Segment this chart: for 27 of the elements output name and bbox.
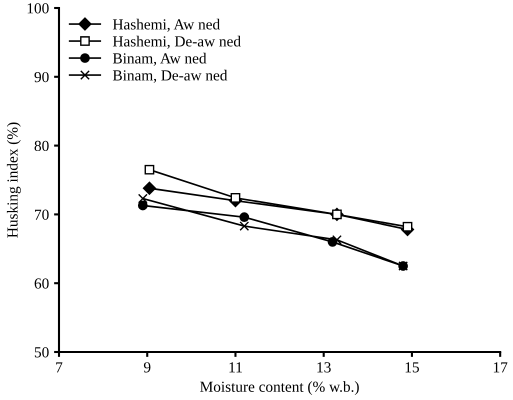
legend-label: Hashemi, Aw ned [112,18,220,32]
y-tick-label: 80 [34,140,49,152]
point [239,221,250,231]
legend-label: Binam, De-aw ned [112,70,228,83]
x-tick-label: 9 [144,362,150,372]
y-tick-label: 60 [34,278,49,289]
x-tick-label: 7 [56,362,62,372]
point [144,164,154,175]
legend-label: Hashemi, De-aw ned [112,36,241,49]
y-axis-title: Husking index (%) [6,122,21,238]
x-tick-label: 15 [406,362,419,372]
point [230,193,240,203]
x-axis-title: Moisture content (% w.b.) [200,381,359,395]
point [239,212,250,222]
point [402,222,412,232]
point [138,200,148,210]
point [332,234,342,245]
y-tick-label: 100 [28,3,49,14]
x-tick-label: 17 [494,362,508,372]
legend-label: Binam, Aw ned [112,52,206,66]
point [138,194,148,204]
y-tick-label: 70 [35,210,49,220]
x-tick-label: 11 [229,362,242,372]
y-tick-label: 90 [34,72,49,82]
point [142,182,156,195]
x-tick-label: 13 [317,362,331,372]
y-tick-label: 50 [34,347,49,358]
